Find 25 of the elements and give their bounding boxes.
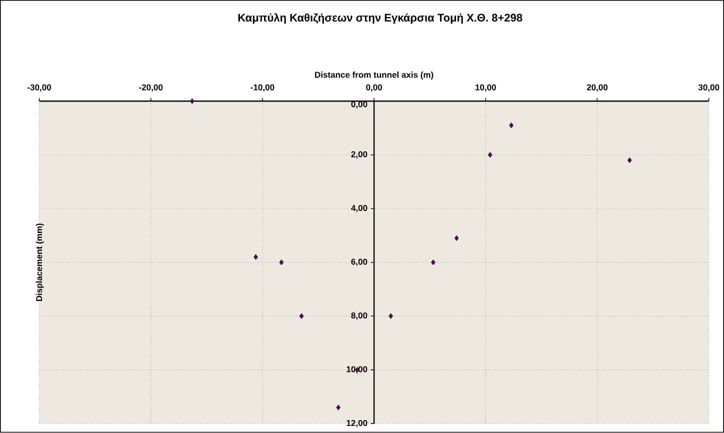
point — [254, 254, 258, 260]
x-tick-label: 20,00 — [586, 84, 608, 92]
y-tick-label: 2,00 — [351, 151, 368, 159]
point — [454, 236, 459, 242]
point — [279, 260, 284, 266]
y-tick-label: 8,00 — [351, 312, 368, 320]
x-tick-label: 30,00 — [698, 84, 720, 92]
y-tick-label: 0,00 — [351, 101, 368, 109]
x-tick-label: 10,00 — [476, 84, 496, 92]
point — [299, 313, 304, 320]
y-tick-label: 12,00 — [346, 420, 368, 428]
point — [488, 152, 492, 158]
y-tick-label: 4,00 — [351, 205, 368, 212]
point — [627, 158, 632, 164]
x-tick-label: -20,00 — [139, 84, 163, 92]
x-axis-title: Distance from tunnel axis (m) — [315, 72, 434, 80]
y-tick-label: 6,00 — [351, 258, 368, 266]
x-tick-label: 0,00 — [366, 84, 382, 92]
point — [431, 260, 436, 266]
y-axis-title: Displacement (mm) — [36, 224, 44, 302]
point — [509, 122, 514, 128]
chart-title: Καμπύλη Καθιζήσεων στην Εγκάρσια Τομή Χ.Θ. 8+298 — [238, 13, 522, 24]
x-tick-label: -30,00 — [28, 84, 51, 92]
x-tick-label: -10,00 — [250, 84, 274, 92]
point — [336, 404, 341, 410]
